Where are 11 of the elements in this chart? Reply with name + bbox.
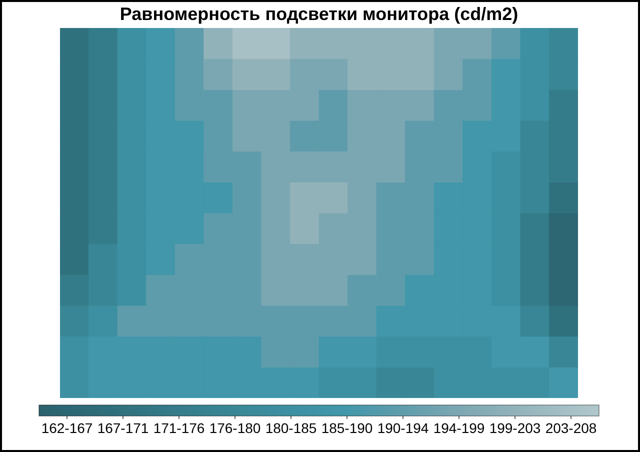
color-bar-label: 180-185 xyxy=(265,420,317,436)
color-bar-label: 176-180 xyxy=(209,420,261,436)
color-bar-label: 203-208 xyxy=(545,420,597,436)
chart-title: Равномерность подсветки монитора (cd/m2) xyxy=(120,4,518,24)
color-bar-label: 185-190 xyxy=(321,420,373,436)
color-bar-label: 171-176 xyxy=(153,420,205,436)
color-bar-label: 190-194 xyxy=(377,420,429,436)
color-bar-label: 162-167 xyxy=(41,420,93,436)
color-bar-label: 194-199 xyxy=(433,420,485,436)
color-bar-label: 199-203 xyxy=(489,420,541,436)
color-bar-label: 167-171 xyxy=(97,420,149,436)
